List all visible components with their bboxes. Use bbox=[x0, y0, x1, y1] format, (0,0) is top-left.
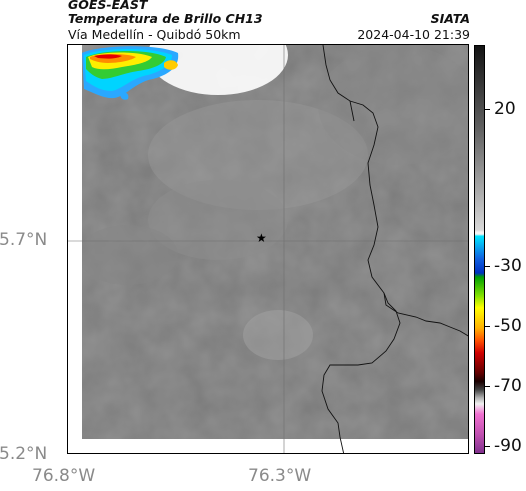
satellite-title: GOES-EAST bbox=[68, 0, 148, 12]
product-title: Temperatura de Brillo CH13 bbox=[68, 11, 263, 26]
colorbar-label: -90 bbox=[494, 436, 522, 456]
datetime-label: 2024-04-10 21:39 bbox=[357, 27, 470, 42]
colorbar-tick bbox=[485, 386, 490, 387]
x-tick-label: 76.3°W bbox=[248, 466, 312, 486]
colorbar-tick bbox=[485, 109, 490, 110]
colorbar-label: -50 bbox=[494, 316, 522, 336]
y-tick-label: 5.7°N bbox=[0, 230, 48, 250]
organization-label: SIATA bbox=[430, 11, 470, 26]
star-icon: ★ bbox=[256, 231, 267, 245]
satellite-map[interactable]: ★ bbox=[67, 44, 469, 454]
colorbar-tick bbox=[485, 326, 490, 327]
colorbar-label: -30 bbox=[494, 256, 522, 276]
colorbar-label: 20 bbox=[494, 99, 516, 119]
y-tick-label: 5.2°N bbox=[0, 444, 48, 464]
colorbar-tick bbox=[485, 446, 490, 447]
x-tick-label: 76.8°W bbox=[32, 466, 96, 486]
colorbar-tick bbox=[485, 266, 490, 267]
colorbar-label: -70 bbox=[494, 376, 522, 396]
map-image bbox=[68, 45, 468, 453]
region-title: Vía Medellín - Quibdó 50km bbox=[68, 27, 241, 42]
colorbar bbox=[474, 45, 485, 454]
